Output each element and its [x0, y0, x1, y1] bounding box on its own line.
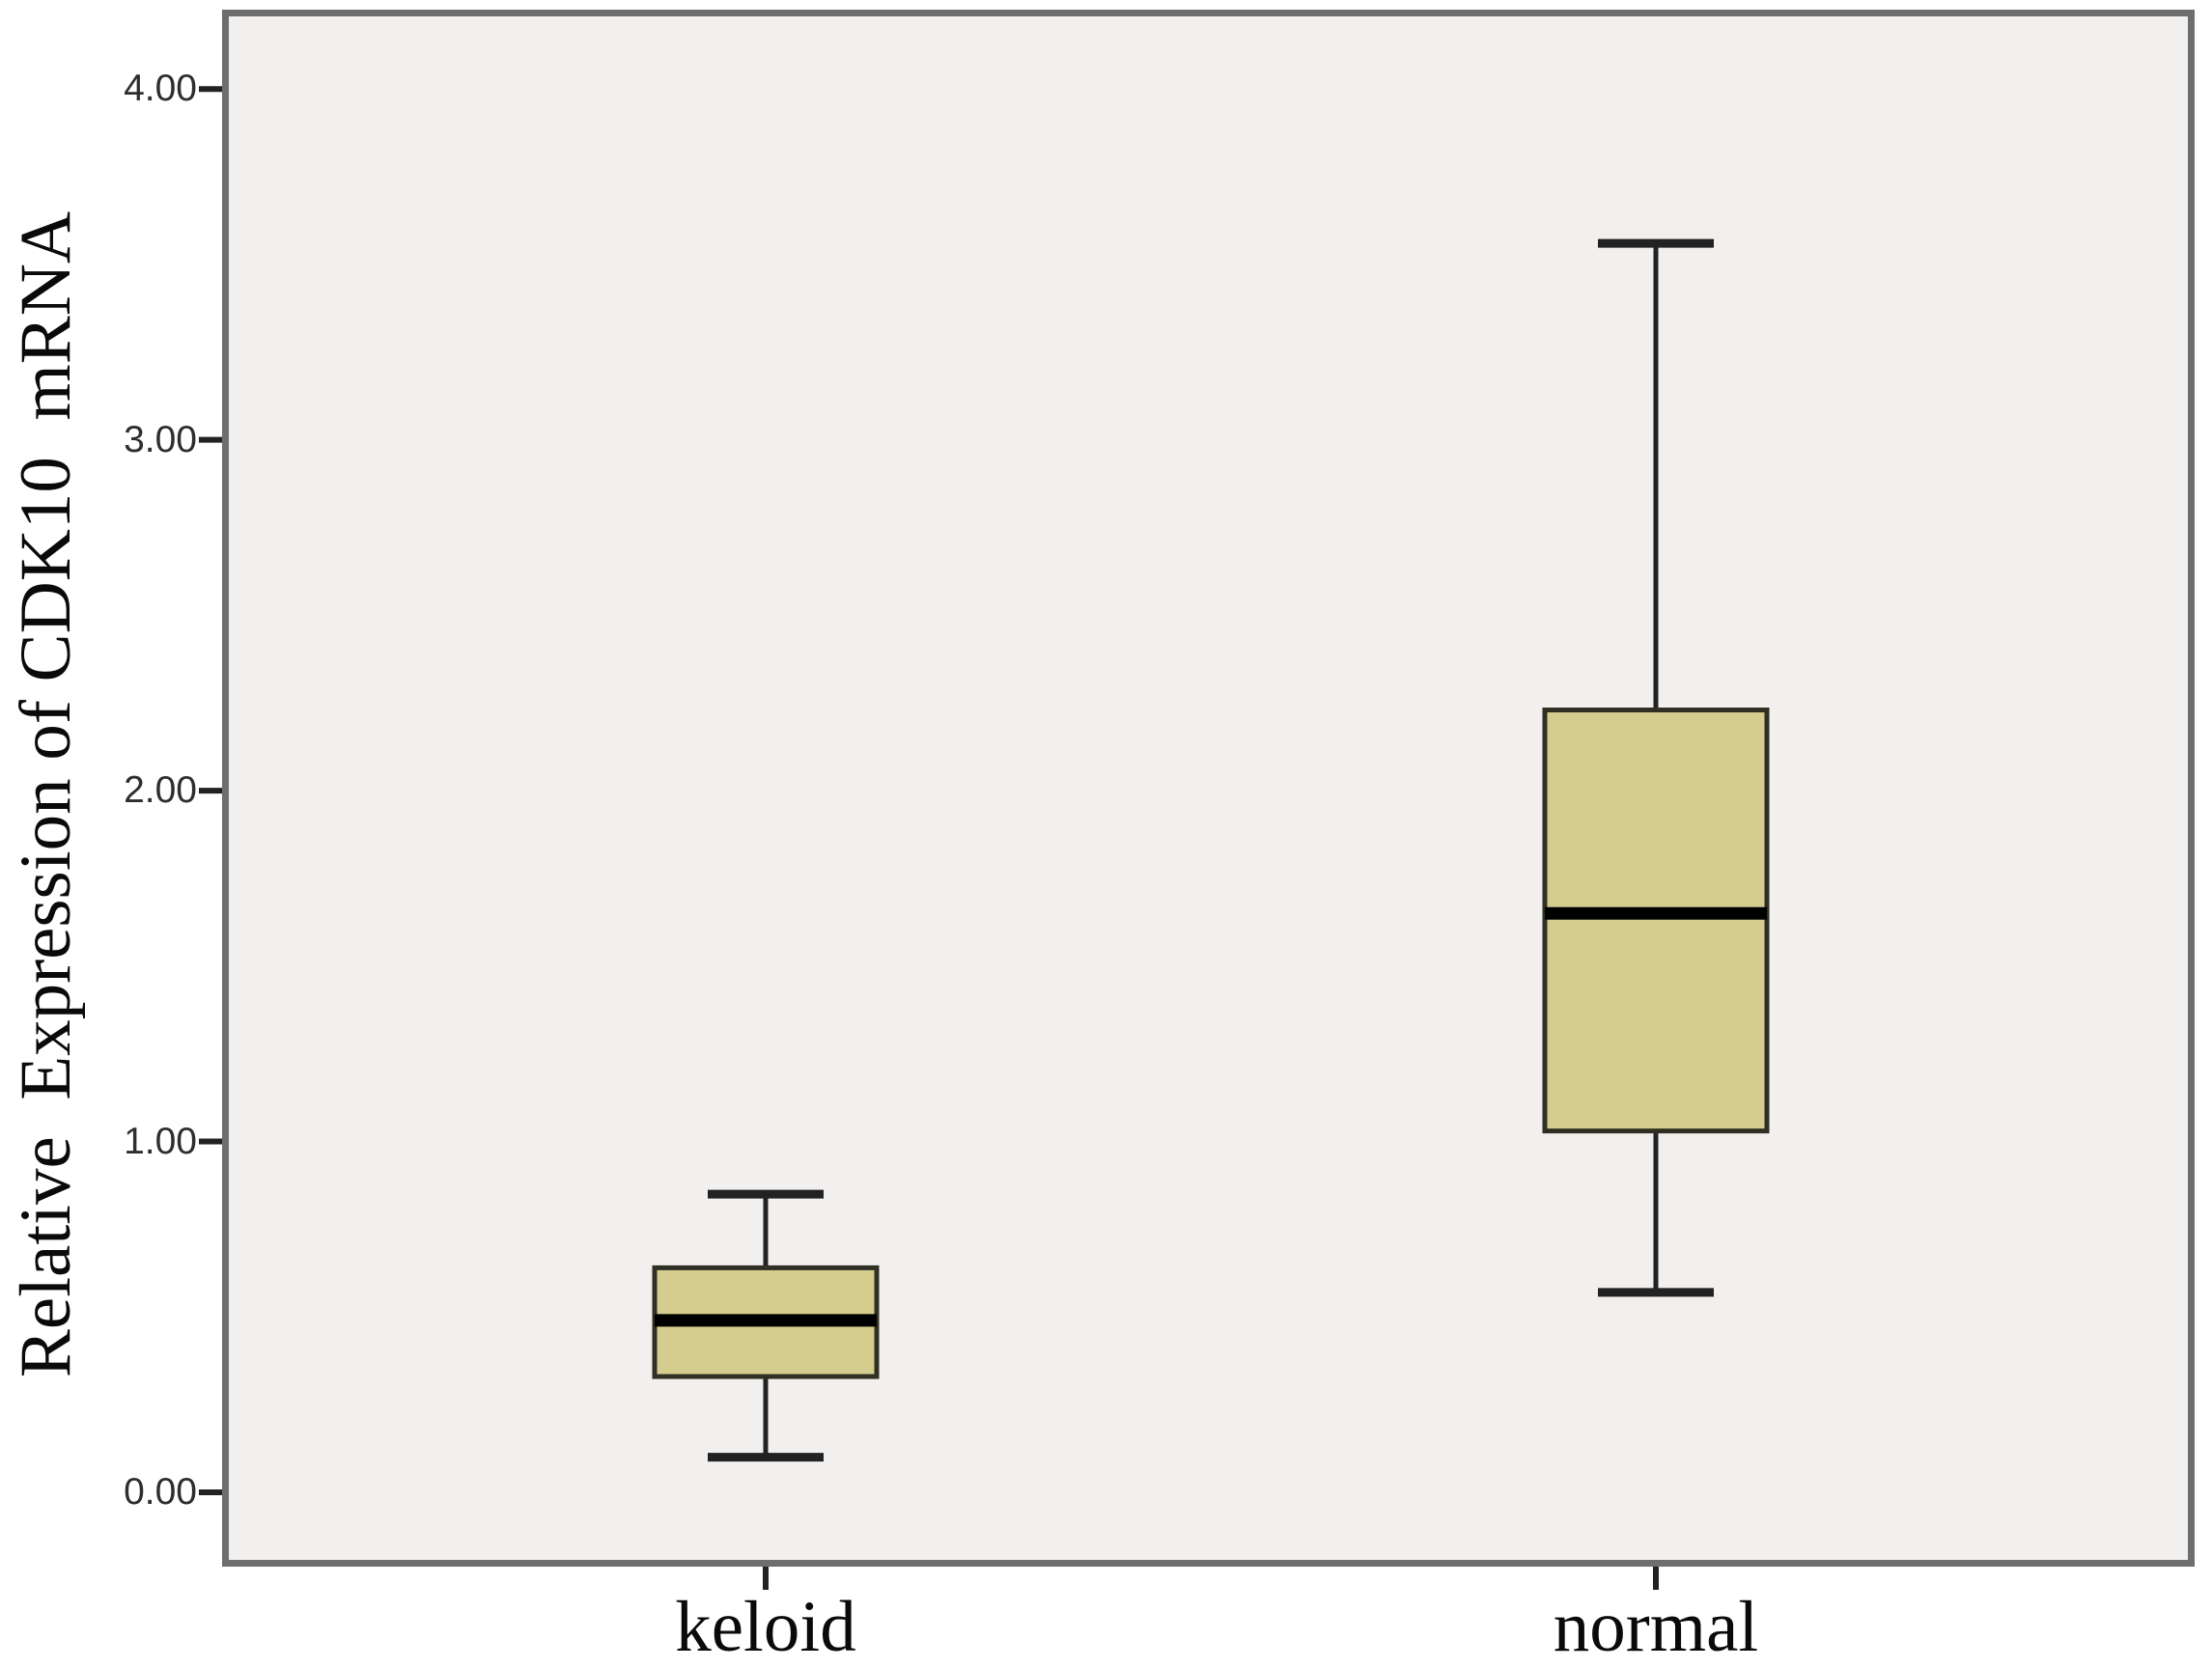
y-tick-label-1: 1.00 [124, 1121, 197, 1162]
plot-area [222, 10, 2195, 1567]
y-tick-label-2: 2.00 [124, 769, 197, 811]
y-tick-label-4: 4.00 [124, 68, 197, 109]
iqr-box-normal [1542, 708, 1770, 1134]
x-category-label-keloid: keloid [675, 1587, 856, 1667]
y-tick-label-3: 3.00 [124, 419, 197, 460]
y-tick-label-0: 0.00 [124, 1471, 197, 1513]
x-category-label-normal: normal [1553, 1587, 1759, 1667]
